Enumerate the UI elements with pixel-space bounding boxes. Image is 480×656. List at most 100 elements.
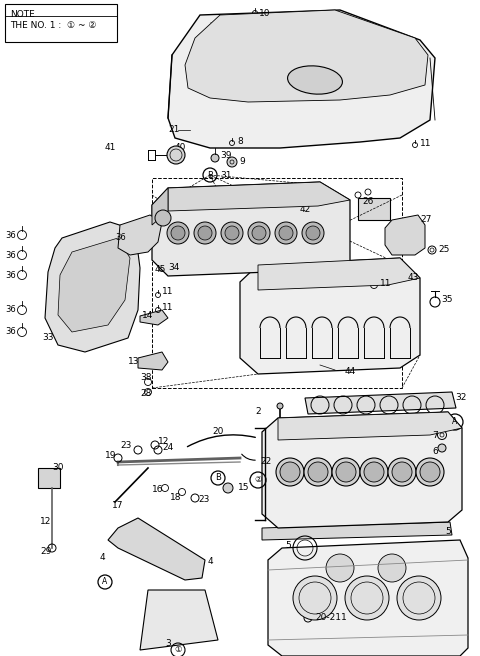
Text: 13: 13 [128,358,140,367]
Text: 29: 29 [40,548,51,556]
Text: 11: 11 [420,138,432,148]
Circle shape [420,462,440,482]
Circle shape [304,458,332,486]
Text: 45: 45 [155,266,167,274]
Polygon shape [268,540,468,656]
Text: 20-211: 20-211 [315,613,347,623]
Text: 5: 5 [445,527,451,537]
Text: THE NO. 1 :  ① ~ ②: THE NO. 1 : ① ~ ② [10,22,96,30]
Text: 19: 19 [105,451,117,459]
Circle shape [438,444,446,452]
Polygon shape [45,222,140,352]
Circle shape [360,458,388,486]
Text: 36: 36 [5,251,16,260]
Text: 36: 36 [5,327,16,337]
Circle shape [223,483,233,493]
Text: 25: 25 [438,245,449,255]
Circle shape [302,222,324,244]
Text: 21: 21 [168,125,180,134]
Circle shape [211,154,219,162]
Text: A: A [102,577,108,586]
Text: ②: ② [254,476,262,485]
Text: 14: 14 [142,312,154,321]
Text: 36: 36 [115,234,126,243]
Circle shape [293,576,337,620]
Text: 32: 32 [455,394,467,403]
Circle shape [167,222,189,244]
Text: 11: 11 [380,279,392,287]
Circle shape [221,222,243,244]
Text: 41: 41 [105,144,116,152]
Circle shape [336,462,356,482]
Text: 23: 23 [120,440,132,449]
Text: 2: 2 [255,407,261,417]
Polygon shape [118,215,162,255]
Text: 10: 10 [259,9,271,18]
Text: 34: 34 [168,264,180,272]
Polygon shape [262,522,452,540]
Bar [358,198,390,220]
Text: 43: 43 [408,274,420,283]
Text: 12: 12 [158,438,169,447]
Polygon shape [152,182,350,276]
Text: 8: 8 [237,138,243,146]
Circle shape [276,458,304,486]
Text: 44: 44 [345,367,356,377]
Circle shape [277,403,283,409]
Polygon shape [385,215,425,255]
Polygon shape [108,518,205,580]
Circle shape [364,462,384,482]
Circle shape [198,226,212,240]
Text: 35: 35 [441,295,453,304]
Ellipse shape [288,66,342,94]
Text: KIA: KIA [308,75,322,85]
Text: 27: 27 [420,216,432,224]
Text: 28: 28 [140,388,151,398]
Text: 18: 18 [170,493,181,502]
Text: 7: 7 [432,432,438,440]
Text: 15: 15 [238,483,250,493]
Circle shape [167,146,185,164]
Polygon shape [138,352,168,370]
Text: B: B [207,171,213,180]
Text: 20: 20 [212,428,223,436]
Text: 42: 42 [300,205,311,215]
Circle shape [194,222,216,244]
Circle shape [308,462,328,482]
Polygon shape [278,412,462,440]
Polygon shape [140,590,218,650]
Text: 22: 22 [260,457,271,466]
Text: 4: 4 [208,558,214,567]
Circle shape [392,462,412,482]
Text: 9: 9 [239,157,245,167]
Circle shape [345,576,389,620]
Bar [5,4,117,42]
Text: 24: 24 [162,443,173,451]
Polygon shape [262,412,462,528]
Text: 3: 3 [165,640,171,649]
Polygon shape [152,188,168,225]
Circle shape [397,576,441,620]
Circle shape [326,554,354,582]
Circle shape [378,554,406,582]
Text: 33: 33 [42,333,53,342]
Text: 36: 36 [5,306,16,314]
Text: 4: 4 [100,554,106,562]
Circle shape [171,226,185,240]
Polygon shape [185,10,428,102]
Text: 11: 11 [162,287,173,297]
Text: 12: 12 [40,518,51,527]
Text: 37: 37 [155,211,167,220]
Polygon shape [140,310,168,325]
Polygon shape [240,258,420,374]
Polygon shape [305,392,456,414]
Text: B: B [215,474,221,483]
Circle shape [416,458,444,486]
Circle shape [252,226,266,240]
Text: NOTE: NOTE [10,10,35,19]
Text: 16: 16 [152,485,164,495]
Circle shape [280,462,300,482]
Text: ①: ① [174,646,182,655]
Text: 17: 17 [112,501,123,510]
Polygon shape [168,10,435,148]
